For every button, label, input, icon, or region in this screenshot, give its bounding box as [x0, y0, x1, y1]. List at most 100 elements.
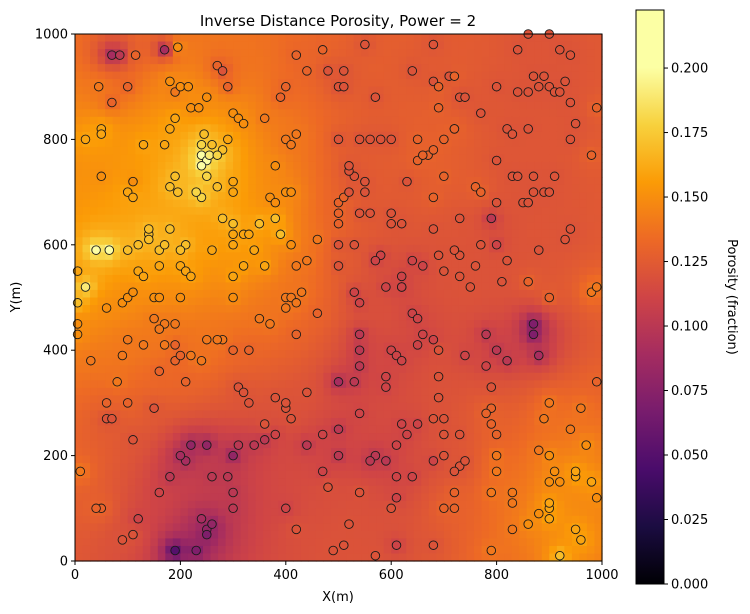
- heatmap-cell: [586, 94, 596, 103]
- heatmap-cell: [489, 237, 498, 246]
- heatmap-cell: [180, 425, 189, 434]
- heatmap-cell: [474, 493, 483, 502]
- heatmap-cell: [353, 545, 362, 555]
- heatmap-cell: [428, 289, 437, 299]
- heatmap-cell: [293, 500, 302, 509]
- heatmap-cell: [202, 79, 212, 88]
- heatmap-cell: [564, 169, 573, 178]
- heatmap-cell: [496, 49, 505, 58]
- heatmap-cell: [428, 342, 437, 351]
- heatmap-cell: [202, 410, 212, 419]
- heatmap-cell: [90, 515, 99, 524]
- heatmap-cell: [97, 433, 106, 442]
- heatmap-cell: [240, 274, 249, 284]
- heatmap-cell: [225, 508, 234, 517]
- heatmap-cell: [594, 335, 603, 344]
- heatmap-cell: [346, 244, 355, 253]
- heatmap-cell: [300, 493, 309, 502]
- heatmap-cell: [278, 252, 287, 261]
- heatmap-cell: [481, 417, 490, 427]
- heatmap-cell: [451, 410, 460, 419]
- heatmap-cell: [421, 553, 430, 562]
- heatmap-cell: [172, 500, 181, 509]
- heatmap-cell: [556, 109, 565, 118]
- heatmap-cell: [579, 237, 588, 246]
- heatmap-cell: [75, 335, 84, 344]
- heatmap-cell: [361, 357, 370, 366]
- heatmap-cell: [180, 357, 189, 366]
- heatmap-cell: [413, 214, 422, 223]
- heatmap-cell: [142, 508, 151, 517]
- heatmap-cell: [97, 440, 106, 449]
- heatmap-cell: [97, 34, 106, 43]
- heatmap-cell: [391, 161, 400, 171]
- heatmap-cell: [308, 553, 317, 562]
- heatmap-cell: [534, 493, 543, 502]
- heatmap-cell: [75, 538, 84, 547]
- heatmap-cell: [466, 455, 475, 464]
- heatmap-cell: [383, 327, 392, 336]
- heatmap-cell: [549, 433, 558, 442]
- heatmap-cell: [451, 131, 460, 140]
- heatmap-cell: [383, 237, 392, 246]
- heatmap-cell: [120, 530, 129, 540]
- heatmap-cell: [466, 79, 475, 88]
- heatmap-cell: [165, 350, 174, 359]
- heatmap-cell: [308, 259, 317, 268]
- heatmap-cell: [165, 463, 174, 472]
- heatmap-cell: [142, 192, 151, 201]
- heatmap-cell: [157, 357, 166, 366]
- heatmap-cell: [300, 508, 309, 517]
- heatmap-cell: [564, 312, 573, 321]
- heatmap-cell: [428, 214, 437, 223]
- heatmap-cell: [474, 433, 483, 442]
- heatmap-cell: [361, 365, 370, 374]
- heatmap-cell: [293, 365, 302, 374]
- heatmap-cell: [315, 207, 325, 216]
- heatmap-cell: [278, 297, 287, 306]
- heatmap-cell: [511, 34, 520, 43]
- heatmap-cell: [97, 49, 106, 58]
- heatmap-cell: [150, 380, 159, 389]
- heatmap-cell: [165, 410, 174, 419]
- heatmap-cell: [451, 199, 460, 208]
- heatmap-cell: [361, 71, 370, 80]
- heatmap-cell: [142, 305, 151, 314]
- heatmap-cell: [549, 49, 558, 58]
- heatmap-cell: [135, 297, 144, 306]
- heatmap-cell: [202, 274, 212, 284]
- heatmap-cell: [436, 34, 445, 43]
- heatmap-cell: [489, 274, 498, 284]
- heatmap-cell: [383, 485, 392, 494]
- heatmap-cell: [135, 410, 144, 419]
- heatmap-cell: [202, 139, 212, 148]
- heatmap-cell: [474, 124, 483, 133]
- heatmap-cell: [278, 508, 287, 517]
- heatmap-cell: [240, 508, 249, 517]
- heatmap-cell: [157, 252, 166, 261]
- heatmap-cell: [82, 440, 91, 449]
- heatmap-cell: [187, 237, 197, 246]
- heatmap-cell: [466, 139, 475, 148]
- heatmap-cell: [346, 71, 355, 80]
- heatmap-cell: [361, 229, 370, 238]
- heatmap-cell: [398, 372, 407, 381]
- heatmap-cell: [376, 387, 385, 396]
- heatmap-cell: [172, 417, 181, 427]
- heatmap-cell: [315, 523, 325, 532]
- heatmap-cell: [346, 282, 355, 291]
- heatmap-cell: [421, 252, 430, 261]
- heatmap-cell: [481, 64, 490, 73]
- heatmap-cell: [97, 357, 106, 366]
- heatmap-cell: [489, 184, 498, 193]
- heatmap-cell: [278, 161, 287, 171]
- heatmap-cell: [511, 440, 520, 449]
- heatmap-cell: [165, 94, 174, 103]
- heatmap-cell: [564, 500, 573, 509]
- heatmap-cell: [210, 274, 219, 284]
- heatmap-cell: [112, 410, 121, 419]
- heatmap-cell: [504, 274, 513, 284]
- heatmap-cell: [120, 252, 129, 261]
- heatmap-cell: [112, 470, 121, 479]
- heatmap-cell: [293, 252, 302, 261]
